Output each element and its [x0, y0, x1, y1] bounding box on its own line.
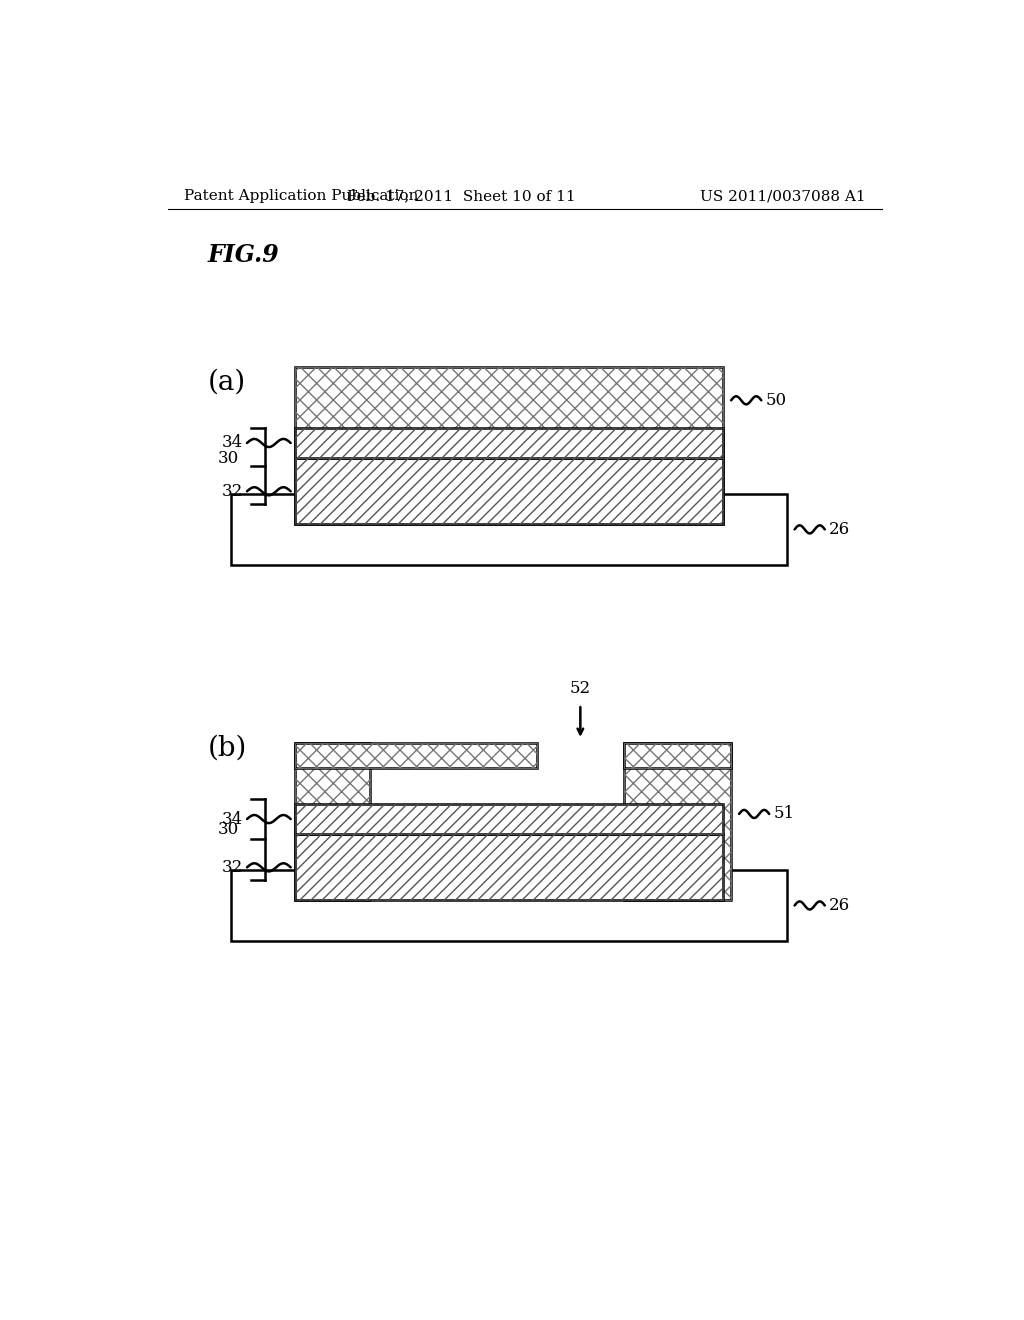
Bar	[295, 458, 723, 524]
Bar	[295, 743, 370, 900]
Text: (a): (a)	[207, 368, 246, 396]
Bar	[295, 804, 723, 834]
Bar	[295, 743, 537, 768]
Bar	[624, 743, 731, 768]
Bar	[295, 834, 723, 900]
Bar	[295, 428, 723, 458]
Text: 34: 34	[222, 810, 243, 828]
Bar	[624, 743, 731, 900]
Text: Patent Application Publication: Patent Application Publication	[183, 189, 418, 203]
Text: 26: 26	[828, 521, 850, 537]
Text: 32: 32	[222, 859, 243, 876]
Text: 52: 52	[569, 680, 591, 697]
Text: 26: 26	[828, 898, 850, 913]
Bar	[295, 743, 537, 768]
Bar	[231, 494, 786, 565]
Text: FIG.9: FIG.9	[207, 243, 280, 267]
Bar	[624, 743, 731, 768]
Bar	[295, 743, 370, 900]
Text: 51: 51	[773, 805, 795, 822]
Text: 30: 30	[218, 821, 240, 838]
Bar	[295, 367, 723, 524]
Text: 32: 32	[222, 483, 243, 500]
Bar	[295, 458, 723, 524]
Bar	[295, 804, 723, 834]
Bar	[624, 743, 731, 900]
Bar	[295, 367, 723, 524]
Text: 30: 30	[218, 450, 240, 467]
Bar	[295, 834, 723, 900]
Bar	[231, 870, 786, 941]
Text: US 2011/0037088 A1: US 2011/0037088 A1	[700, 189, 866, 203]
Text: 34: 34	[222, 434, 243, 451]
Text: (b): (b)	[207, 734, 247, 762]
Text: Feb. 17, 2011  Sheet 10 of 11: Feb. 17, 2011 Sheet 10 of 11	[347, 189, 575, 203]
Text: 50: 50	[765, 392, 786, 409]
Bar	[295, 428, 723, 458]
